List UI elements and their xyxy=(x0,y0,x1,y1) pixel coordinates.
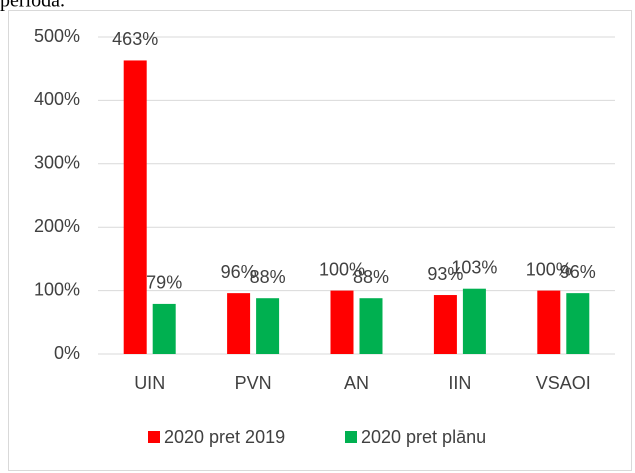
bar xyxy=(256,298,280,354)
data-label: 88% xyxy=(353,267,389,287)
data-label: 79% xyxy=(146,273,182,293)
y-tick-label: 100% xyxy=(34,279,80,299)
data-label: 93% xyxy=(427,264,463,284)
legend-label: 2020 pret plānu xyxy=(361,427,486,447)
bar xyxy=(537,290,561,354)
y-tick-label: 0% xyxy=(54,343,80,363)
legend-swatch xyxy=(345,431,357,443)
bar xyxy=(566,293,590,354)
bar xyxy=(462,288,486,354)
y-tick-label: 500% xyxy=(34,26,80,46)
y-tick-label: 200% xyxy=(34,216,80,236)
data-label: 103% xyxy=(451,257,497,277)
data-label: 100% xyxy=(319,259,365,279)
bar xyxy=(433,295,457,354)
x-tick-label: PVN xyxy=(235,373,272,393)
data-label: 88% xyxy=(250,267,286,287)
bar xyxy=(359,298,383,354)
legend-label: 2020 pret 2019 xyxy=(164,427,285,447)
bar xyxy=(123,60,147,354)
data-label: 100% xyxy=(526,259,572,279)
bar xyxy=(152,303,176,354)
y-tick-label: 300% xyxy=(34,153,80,173)
legend-swatch xyxy=(148,431,160,443)
x-tick-label: VSAOI xyxy=(536,373,591,393)
bar xyxy=(227,293,251,354)
bar xyxy=(330,290,354,354)
x-tick-label: IIN xyxy=(448,373,471,393)
data-label: 463% xyxy=(112,29,158,49)
data-label: 96% xyxy=(560,262,596,282)
x-tick-label: AN xyxy=(344,373,369,393)
x-tick-label: UIN xyxy=(134,373,165,393)
y-tick-label: 400% xyxy=(34,89,80,109)
chart-frame xyxy=(8,10,632,471)
caption: perioda. xyxy=(0,0,65,12)
data-label: 96% xyxy=(221,262,257,282)
